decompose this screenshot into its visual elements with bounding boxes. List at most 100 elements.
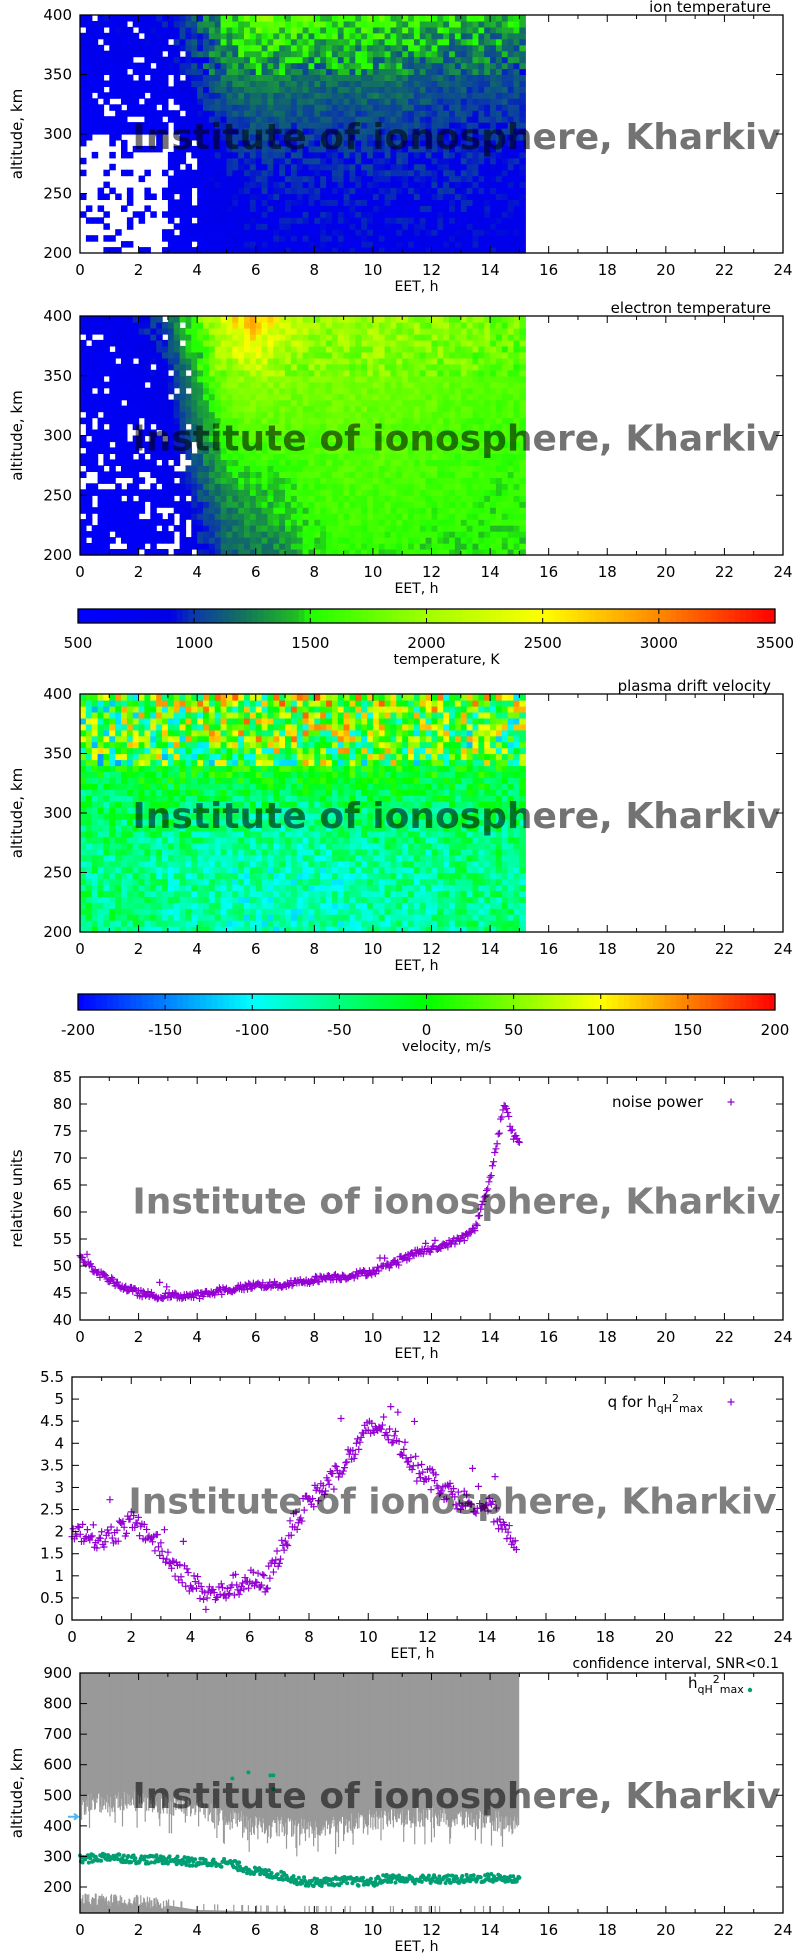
heatmap-cell <box>255 399 263 407</box>
heatmap-cell <box>244 441 251 449</box>
heatmap-cell <box>337 447 345 454</box>
heatmap-cell <box>408 375 415 383</box>
heatmap-cell <box>80 363 87 371</box>
heatmap-cell <box>226 531 233 538</box>
heatmap-cell <box>513 116 520 123</box>
heatmap-cell <box>449 104 456 111</box>
heatmap-cell <box>390 217 397 224</box>
heatmap-cell <box>80 32 87 40</box>
heatmap-cell <box>519 62 526 70</box>
heatmap-cell <box>495 122 503 129</box>
heatmap-cell <box>302 537 310 544</box>
heatmap-cell <box>191 80 198 87</box>
heatmap-cell <box>314 104 321 111</box>
heatmap-cell <box>314 139 321 147</box>
heatmap-cell <box>273 543 280 550</box>
heatmap-cell <box>185 333 192 341</box>
heatmap-cell <box>121 80 128 87</box>
heatmap-cell <box>144 205 151 212</box>
heatmap-cell <box>238 134 245 141</box>
heatmap-cell <box>396 489 403 496</box>
heatmap-cell <box>244 417 251 425</box>
heatmap-cell <box>220 223 228 230</box>
heatmap-cell <box>507 26 515 34</box>
heatmap-cell <box>372 145 380 153</box>
heatmap-cell <box>361 187 368 195</box>
heatmap-cell <box>378 483 386 490</box>
heatmap-cell <box>273 507 280 514</box>
heatmap-cell <box>208 543 216 550</box>
heatmap-cell <box>232 322 239 329</box>
heatmap-cell <box>126 128 134 135</box>
heatmap-cell <box>413 217 421 224</box>
heatmap-cell <box>244 187 251 195</box>
heatmap-cell <box>220 134 228 141</box>
heatmap-cell <box>208 471 216 478</box>
heatmap-cell <box>150 92 157 99</box>
heatmap-cell <box>203 489 210 496</box>
heatmap-cell <box>372 549 380 556</box>
heatmap-cell <box>249 151 257 159</box>
heatmap-cell <box>162 531 169 538</box>
heatmap-cell <box>408 110 415 117</box>
heatmap-cell <box>203 44 210 52</box>
heatmap-cell <box>355 98 362 105</box>
heatmap-cell <box>232 489 239 496</box>
heatmap-cell <box>343 507 351 514</box>
heatmap-cell <box>244 134 251 141</box>
heatmap-cell <box>279 104 286 111</box>
heatmap-cell <box>495 38 503 46</box>
heatmap-cell <box>208 128 216 135</box>
heatmap-cell <box>126 525 134 532</box>
heatmap-cell <box>191 393 198 401</box>
heatmap-cell <box>478 187 485 195</box>
heatmap-cell <box>261 56 269 64</box>
heatmap-cell <box>367 157 374 165</box>
heatmap-cell <box>261 26 269 34</box>
heatmap-cell <box>261 157 269 165</box>
heatmap-cell <box>343 513 351 520</box>
heatmap-cell <box>85 531 93 538</box>
heatmap-cell <box>425 187 433 195</box>
heatmap-cell <box>203 247 210 254</box>
heatmap-cell <box>285 513 292 520</box>
heatmap-cell <box>185 32 192 40</box>
heatmap-cell <box>384 411 392 419</box>
heatmap-cell <box>121 441 128 449</box>
heatmap-cell <box>203 339 210 347</box>
heatmap-cell <box>267 62 274 70</box>
heatmap-cell <box>273 98 280 105</box>
heatmap-cell <box>238 38 245 46</box>
heatmap-cell <box>390 471 397 478</box>
heatmap-cell <box>361 525 368 532</box>
heatmap-cell <box>343 316 351 323</box>
heatmap-cell <box>361 477 368 484</box>
heatmap-cell <box>220 525 228 532</box>
heatmap-cell <box>255 32 263 40</box>
heatmap-cell <box>214 56 222 64</box>
heatmap-cell <box>466 116 474 123</box>
heatmap-cell <box>419 199 427 206</box>
heatmap-cell <box>513 193 520 200</box>
heatmap-cell <box>390 525 397 532</box>
heatmap-cell <box>513 92 520 99</box>
heatmap-cell <box>337 483 345 490</box>
heatmap-cell <box>273 241 280 248</box>
heatmap-cell <box>302 441 310 449</box>
heatmap-cell <box>355 399 362 407</box>
heatmap-cell <box>109 104 116 111</box>
heatmap-cell <box>138 519 146 526</box>
heatmap-cell <box>384 134 392 141</box>
heatmap-cell <box>203 519 210 526</box>
heatmap-cell <box>244 381 251 389</box>
heatmap-cell <box>443 134 450 141</box>
heatmap-cell <box>220 247 228 254</box>
heatmap-cell <box>138 345 146 353</box>
heatmap-cell <box>320 316 327 323</box>
heatmap-cell <box>290 74 298 81</box>
heatmap-cell <box>302 477 310 484</box>
heatmap-cell <box>372 217 380 224</box>
heatmap-cell <box>115 80 122 87</box>
heatmap-cell <box>513 80 520 87</box>
heatmap-cell <box>85 363 93 371</box>
